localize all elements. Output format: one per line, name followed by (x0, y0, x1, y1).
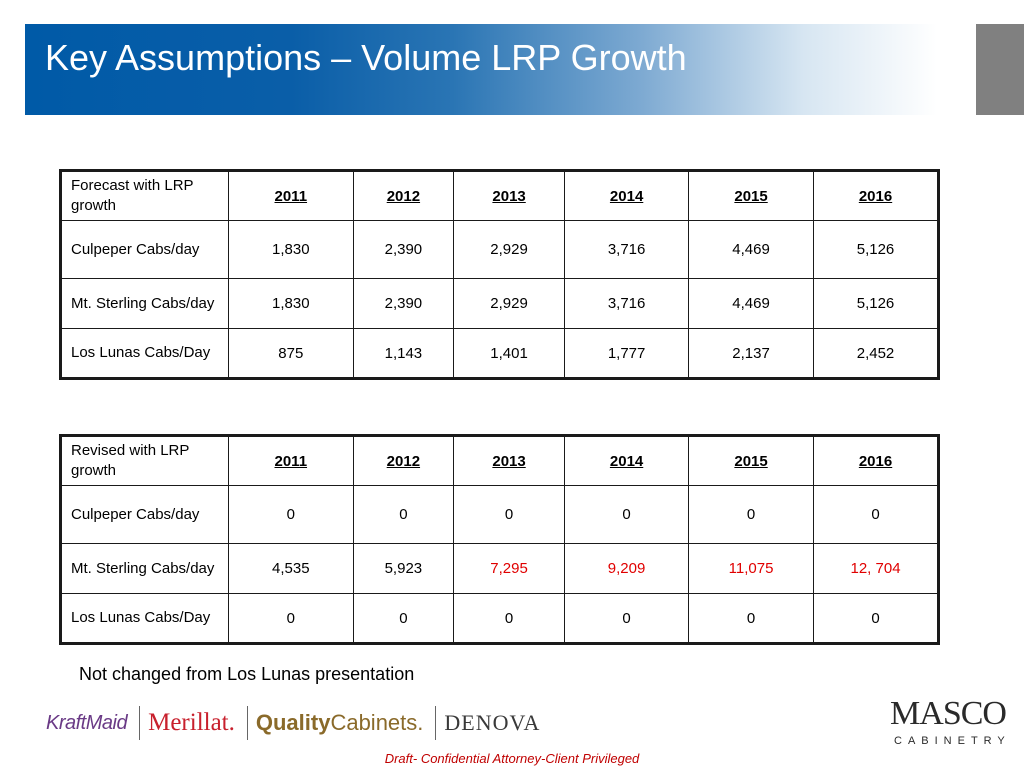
table-row: Mt. Sterling Cabs/day 1,830 2,390 2,929 … (60, 278, 939, 329)
table-cell: 4,469 (688, 220, 815, 279)
table-cell-highlighted: 12, 704 (813, 543, 939, 594)
table-row: Mt. Sterling Cabs/day 4,535 5,923 7,295 … (60, 543, 939, 594)
table-row: Los Lunas Cabs/Day 875 1,143 1,401 1,777… (60, 328, 939, 379)
revised-table: Revised with LRP growth 2011 2012 2013 2… (59, 434, 940, 645)
table-cell: 2,929 (453, 220, 566, 279)
logo-divider (246, 706, 248, 740)
table-cell: 0 (688, 593, 815, 644)
title-banner: Key Assumptions – Volume LRP Growth (25, 24, 975, 115)
row-label: Culpeper Cabs/day (60, 220, 229, 279)
table-cell-highlighted: 7,295 (452, 543, 566, 594)
logo-divider (435, 706, 437, 740)
table-cell: 1,777 (564, 328, 690, 379)
table-cell: 2,390 (352, 220, 455, 279)
year-header: 2014 (564, 170, 690, 221)
table-cell-highlighted: 11,075 (688, 543, 815, 594)
year-header: 2011 (227, 170, 354, 221)
table-cell: 2,390 (352, 278, 455, 329)
row-label: Los Lunas Cabs/Day (60, 328, 229, 379)
year-header: 2013 (452, 435, 566, 486)
table-cell: 3,716 (564, 220, 690, 279)
table-cell: 1,830 (227, 220, 354, 279)
qualitycabinets-logo: QualityCabinets. (256, 710, 424, 736)
table-cell: 2,929 (453, 278, 566, 329)
table-cell: 4,535 (227, 543, 354, 594)
masco-subtitle: CABINETRY (894, 735, 1011, 747)
table-cell: 0 (352, 485, 455, 544)
table-cell: 5,126 (813, 278, 939, 329)
table-cell: 0 (688, 485, 815, 544)
table-cell: 3,716 (564, 278, 690, 329)
brand-logos: KraftMaid Merillat. QualityCabinets. DEN… (46, 700, 540, 746)
table-cell: 1,143 (352, 328, 455, 379)
table-cell: 0 (452, 593, 566, 644)
merillat-logo: Merillat. (148, 709, 235, 736)
corner-tab (976, 24, 1024, 115)
table-cell: 5,126 (813, 220, 939, 279)
forecast-table: Forecast with LRP growth 2011 2012 2013 … (59, 169, 940, 380)
table-cell: 0 (227, 593, 354, 644)
logo-divider (139, 706, 141, 740)
year-header: 2015 (688, 435, 815, 486)
table-cell: 875 (227, 328, 354, 379)
confidential-footer: Draft- Confidential Attorney-Client Priv… (384, 751, 640, 766)
table-row: Los Lunas Cabs/Day 0 0 0 0 0 0 (60, 593, 939, 644)
year-header: 2012 (352, 435, 455, 486)
table-header-label: Revised with LRP growth (60, 435, 229, 486)
year-header: 2015 (688, 170, 815, 221)
year-header: 2011 (227, 435, 354, 486)
table-cell: 2,137 (688, 328, 815, 379)
qualitycabinets-logo-rest: Cabinets. (330, 710, 424, 735)
table-header-label: Forecast with LRP growth (60, 170, 229, 221)
table-header-row: Revised with LRP growth 2011 2012 2013 2… (60, 435, 939, 486)
masco-cabinetry-logo: MASCO CABINETRY (890, 695, 1011, 748)
table-cell: 0 (564, 593, 690, 644)
row-label: Los Lunas Cabs/Day (60, 593, 229, 644)
denova-logo: DENOVA (444, 710, 541, 735)
table-note: Not changed from Los Lunas presentation (79, 664, 415, 684)
table-cell-highlighted: 9,209 (564, 543, 690, 594)
table-cell: 0 (564, 485, 690, 544)
table-cell: 0 (813, 593, 939, 644)
table-cell: 0 (352, 593, 455, 644)
table-cell: 5,923 (352, 543, 455, 594)
year-header: 2016 (813, 435, 939, 486)
table-cell: 2,452 (813, 328, 939, 379)
row-label: Mt. Sterling Cabs/day (60, 543, 229, 594)
table-cell: 0 (813, 485, 939, 544)
year-header: 2014 (564, 435, 690, 486)
year-header: 2012 (352, 170, 455, 221)
table-cell: 0 (452, 485, 566, 544)
table-row: Culpeper Cabs/day 1,830 2,390 2,929 3,71… (60, 220, 939, 279)
kraftmaid-logo: KraftMaid (46, 711, 128, 734)
table-row: Culpeper Cabs/day 0 0 0 0 0 0 (60, 485, 939, 544)
table-header-row: Forecast with LRP growth 2011 2012 2013 … (60, 170, 939, 221)
slide-title: Key Assumptions – Volume LRP Growth (45, 37, 687, 78)
year-header: 2013 (453, 170, 566, 221)
table-cell: 4,469 (688, 278, 815, 329)
qualitycabinets-logo-bold: Quality (255, 710, 331, 735)
year-header: 2016 (813, 170, 939, 221)
table-cell: 0 (227, 485, 354, 544)
table-cell: 1,830 (227, 278, 354, 329)
row-label: Mt. Sterling Cabs/day (60, 278, 229, 329)
row-label: Culpeper Cabs/day (60, 485, 229, 544)
table-cell: 1,401 (453, 328, 566, 379)
masco-wordmark: MASCO (890, 695, 1007, 732)
